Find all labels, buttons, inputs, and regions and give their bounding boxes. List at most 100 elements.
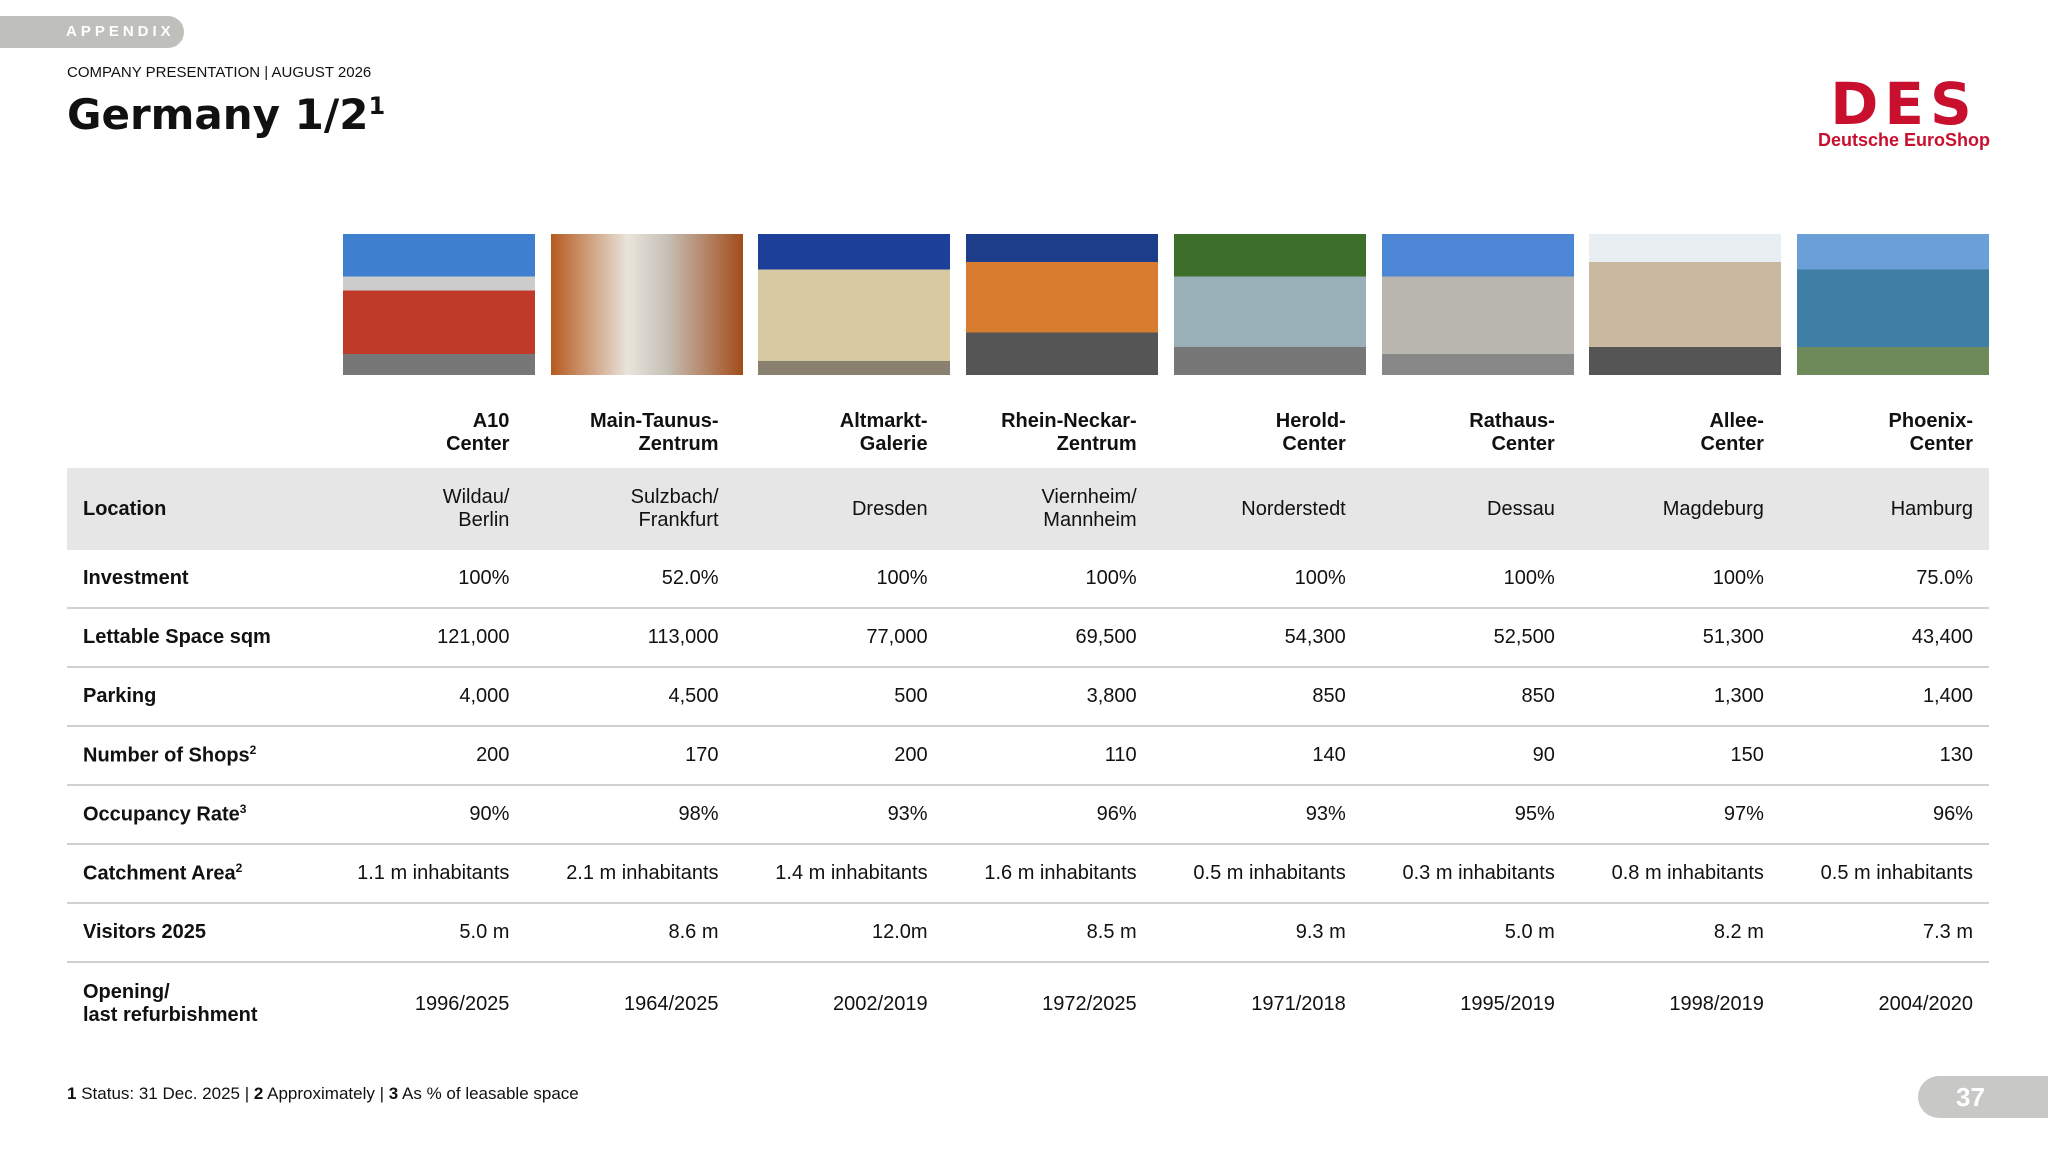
table-row: Visitors 2025 5.0 m 8.6 m 12.0m 8.5 m 9.3 m 5.… <box>67 903 1989 963</box>
cell-line: Hamburg <box>1890 497 1973 520</box>
cell: 110 <box>943 726 1153 786</box>
footnote-text: Status: 31 Dec. 2025 <box>81 1084 240 1103</box>
cell-line: 1972/2025 <box>1042 992 1137 1015</box>
cell-line: 100% <box>1503 567 1555 589</box>
cell-line: 69,500 <box>1075 626 1137 648</box>
row-label-line: Number of Shops <box>83 744 250 767</box>
cell: 2002/2019 <box>735 962 944 1045</box>
row-label: Visitors 2025 <box>67 903 317 963</box>
cell-line: Berlin <box>458 509 510 531</box>
cell-line: 100% <box>1085 567 1137 589</box>
row-label: Investment <box>67 550 317 609</box>
cell-line: 90 <box>1532 744 1555 766</box>
cell: 100% <box>1570 550 1780 609</box>
row-label-line: Location <box>83 497 167 520</box>
cell-line: 96% <box>1096 803 1137 825</box>
cell-line: Mannheim <box>1043 509 1137 531</box>
column-header-line: Center <box>1282 433 1346 455</box>
data-table: A10 Center Main-Taunus- Zentrum Altmarkt- Gal… <box>67 398 1989 1045</box>
cell-line: 52,500 <box>1493 626 1555 648</box>
row-label-line: Visitors 2025 <box>83 921 207 943</box>
cell: 75.0% <box>1779 550 1989 609</box>
column-header-line: Center <box>446 433 510 455</box>
table-row: Location Wildau/Berlin Sulzbach/Frankfurt D… <box>67 468 1989 550</box>
cell-line: Dessau <box>1487 497 1555 520</box>
cell-line: 200 <box>476 744 510 766</box>
cell-line: 140 <box>1312 744 1346 766</box>
cell: 100% <box>734 550 944 609</box>
cell-line: 2.1 m inhabitants <box>566 862 719 884</box>
cell-line: 51,300 <box>1702 626 1764 648</box>
cell: 8.6 m <box>525 903 735 963</box>
cell: 1964/2025 <box>525 962 734 1045</box>
cell: 150 <box>1570 726 1780 786</box>
cell-line: 113,000 <box>647 626 719 648</box>
cell: 1.4 m inhabitants <box>734 844 944 904</box>
cell: 1972/2025 <box>944 962 1153 1045</box>
cell: 0.3 m inhabitants <box>1361 844 1571 904</box>
cell: Hamburg <box>1779 468 1989 550</box>
cell-line: 1.6 m inhabitants <box>984 862 1137 884</box>
cell-line: Frankfurt <box>638 509 719 531</box>
cell: 90 <box>1361 726 1571 786</box>
cell-line: 1996/2025 <box>414 992 510 1015</box>
cell: 96% <box>1779 785 1989 845</box>
cell: 8.2 m <box>1570 903 1780 963</box>
footnote-number: 1 <box>67 1084 77 1103</box>
column-header: Allee- Center <box>1571 398 1780 468</box>
cell-line: 1995/2019 <box>1460 992 1555 1015</box>
title-footnote: 1 <box>368 92 386 120</box>
row-label: Occupancy Rate3 <box>67 785 317 845</box>
cell-line: 54,300 <box>1284 626 1346 648</box>
column-header-line: Zentrum <box>1056 433 1137 455</box>
footnote-text: As % of leasable space <box>402 1084 579 1103</box>
table-row: Opening/last refurbishment 1996/2025 1964/… <box>67 962 1989 1045</box>
column-header-line: Center <box>1491 433 1555 455</box>
cell: 100% <box>316 550 526 609</box>
row-label: Location <box>67 468 317 550</box>
row-label: Opening/last refurbishment <box>67 962 316 1045</box>
cell-line: 52.0% <box>661 567 719 589</box>
column-header-line: A10 <box>472 410 510 432</box>
column-header: Rathaus- Center <box>1362 398 1571 468</box>
row-label: Parking <box>67 667 317 727</box>
cell: 140 <box>1152 726 1362 786</box>
cell: 95% <box>1361 785 1571 845</box>
cell-line: Sulzbach/ <box>630 486 719 508</box>
column-header-line: Center <box>1909 433 1973 455</box>
photo <box>1796 234 1989 375</box>
cell-line: Wildau/ <box>442 486 510 508</box>
cell-line: 8.6 m <box>668 921 719 943</box>
footnotes: 1 Status: 31 Dec. 2025 | 2 Approximately… <box>67 1084 579 1104</box>
cell-line: 1998/2019 <box>1669 992 1764 1015</box>
cell: 121,000 <box>316 608 526 668</box>
title: Germany 1/21 <box>67 90 385 139</box>
cell-line: Viernheim/ <box>1041 486 1137 508</box>
title-text: Germany 1/2 <box>67 90 369 139</box>
row-label-line: Occupancy Rate <box>83 803 240 826</box>
cell: 4,500 <box>525 667 735 727</box>
cell: 90% <box>316 785 526 845</box>
cell: 5.0 m <box>1361 903 1571 963</box>
cell-line: 7.3 m <box>1922 921 1973 943</box>
cell-line: Dresden <box>851 497 928 520</box>
logo: DES Deutsche EuroShop <box>1818 75 1990 151</box>
cell-line: 200 <box>894 744 928 766</box>
cell: Wildau/Berlin <box>316 468 526 550</box>
cell: 43,400 <box>1779 608 1989 668</box>
column-header-line: Herold- <box>1275 410 1346 432</box>
column-header-line: Rhein-Neckar- <box>1001 410 1137 432</box>
cell: 100% <box>943 550 1153 609</box>
cell: 77,000 <box>734 608 944 668</box>
separator: | <box>379 1084 385 1103</box>
cell-line: 9.3 m <box>1295 921 1346 943</box>
table-row: Occupancy Rate3 90% 98% 93% 96% 93% 95% 97% 96% <box>67 785 1989 845</box>
cell-line: 98% <box>678 803 719 825</box>
column-header-line: Zentrum <box>638 433 719 455</box>
cell: 1971/2018 <box>1153 962 1362 1045</box>
footnote-number: 3 <box>388 1084 399 1103</box>
cell-line: 1964/2025 <box>623 992 719 1015</box>
cell-line: 850 <box>1312 685 1346 707</box>
row-label: Lettable Space sqm <box>67 608 317 668</box>
